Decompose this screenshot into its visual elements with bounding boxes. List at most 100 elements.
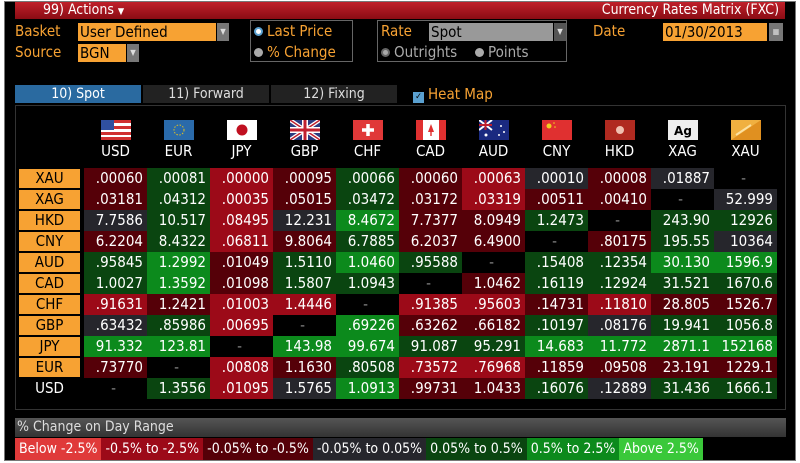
- rate-cell-xag-jpy[interactable]: .00035: [210, 189, 273, 210]
- rate-cell-xau-xau[interactable]: -: [714, 168, 777, 189]
- rate-cell-jpy-hkd[interactable]: 11.772: [588, 336, 651, 357]
- rate-cell-usd-aud[interactable]: 1.0433: [462, 378, 525, 399]
- source-select[interactable]: BGN: [78, 44, 126, 62]
- rate-cell-xau-eur[interactable]: .00081: [147, 168, 210, 189]
- rate-cell-jpy-xag[interactable]: 2871.1: [651, 336, 714, 357]
- rate-cell-cny-aud[interactable]: 6.4900: [462, 231, 525, 252]
- rate-cell-jpy-xau[interactable]: 152168: [714, 336, 777, 357]
- rate-cell-cny-jpy[interactable]: .06811: [210, 231, 273, 252]
- actions-menu[interactable]: 99) Actions ▼: [43, 2, 124, 21]
- rate-cell-eur-cad[interactable]: .73572: [399, 357, 462, 378]
- rate-cell-aud-xag[interactable]: 30.130: [651, 252, 714, 273]
- calendar-icon[interactable]: ▦: [769, 23, 783, 41]
- rate-cell-hkd-gbp[interactable]: 12.231: [273, 210, 336, 231]
- rate-cell-hkd-eur[interactable]: 10.517: [147, 210, 210, 231]
- rate-cell-xau-gbp[interactable]: .00095: [273, 168, 336, 189]
- tab-fixing[interactable]: 12) Fixing: [271, 85, 397, 103]
- rate-cell-aud-gbp[interactable]: 1.5110: [273, 252, 336, 273]
- rate-cell-eur-aud[interactable]: .76968: [462, 357, 525, 378]
- rate-cell-gbp-eur[interactable]: .85986: [147, 315, 210, 336]
- rate-cell-eur-xau[interactable]: 1229.1: [714, 357, 777, 378]
- rate-cell-eur-usd[interactable]: .73770: [84, 357, 147, 378]
- points-radio[interactable]: Points: [475, 43, 528, 61]
- rate-cell-usd-jpy[interactable]: .01095: [210, 378, 273, 399]
- row-header-hkd[interactable]: HKD: [19, 211, 80, 230]
- rate-cell-gbp-usd[interactable]: .63432: [84, 315, 147, 336]
- rate-cell-hkd-jpy[interactable]: .08495: [210, 210, 273, 231]
- rate-cell-cad-eur[interactable]: 1.3592: [147, 273, 210, 294]
- rate-cell-xau-jpy[interactable]: .00000: [210, 168, 273, 189]
- row-header-xag[interactable]: XAG: [19, 190, 80, 209]
- basket-select[interactable]: User Defined: [78, 23, 216, 41]
- rate-cell-aud-usd[interactable]: .95845: [84, 252, 147, 273]
- rate-cell-aud-xau[interactable]: 1596.9: [714, 252, 777, 273]
- rate-cell-cny-xau[interactable]: 10364: [714, 231, 777, 252]
- row-header-chf[interactable]: CHF: [19, 295, 80, 314]
- row-header-aud[interactable]: AUD: [19, 253, 80, 272]
- rate-cell-eur-jpy[interactable]: .00808: [210, 357, 273, 378]
- rate-cell-cad-usd[interactable]: 1.0027: [84, 273, 147, 294]
- pct-change-radio[interactable]: % Change: [254, 43, 336, 61]
- rate-cell-chf-xag[interactable]: 28.805: [651, 294, 714, 315]
- rate-cell-jpy-eur[interactable]: 123.81: [147, 336, 210, 357]
- rate-cell-aud-eur[interactable]: 1.2992: [147, 252, 210, 273]
- rate-cell-aud-cny[interactable]: .15408: [525, 252, 588, 273]
- rate-cell-hkd-hkd[interactable]: -: [588, 210, 651, 231]
- rate-cell-jpy-aud[interactable]: 95.291: [462, 336, 525, 357]
- rate-cell-chf-eur[interactable]: 1.2421: [147, 294, 210, 315]
- rate-cell-chf-hkd[interactable]: .11810: [588, 294, 651, 315]
- rate-cell-cny-xag[interactable]: 195.55: [651, 231, 714, 252]
- rate-cell-gbp-xag[interactable]: 19.941: [651, 315, 714, 336]
- rate-cell-xag-usd[interactable]: .03181: [84, 189, 147, 210]
- row-header-jpy[interactable]: JPY: [19, 337, 80, 356]
- rate-cell-usd-chf[interactable]: 1.0913: [336, 378, 399, 399]
- rate-cell-xag-cny[interactable]: .00511: [525, 189, 588, 210]
- rate-cell-eur-gbp[interactable]: 1.1630: [273, 357, 336, 378]
- rate-cell-eur-eur[interactable]: -: [147, 357, 210, 378]
- rate-cell-xau-aud[interactable]: .00063: [462, 168, 525, 189]
- rate-cell-usd-cny[interactable]: .16076: [525, 378, 588, 399]
- rate-cell-cad-cny[interactable]: .16119: [525, 273, 588, 294]
- rate-cell-cad-xau[interactable]: 1670.6: [714, 273, 777, 294]
- rate-cell-xau-xag[interactable]: .01887: [651, 168, 714, 189]
- rate-cell-gbp-xau[interactable]: 1056.8: [714, 315, 777, 336]
- rate-cell-xau-usd[interactable]: .00060: [84, 168, 147, 189]
- rate-cell-gbp-cny[interactable]: .10197: [525, 315, 588, 336]
- rate-cell-gbp-jpy[interactable]: .00695: [210, 315, 273, 336]
- rate-cell-gbp-gbp[interactable]: -: [273, 315, 336, 336]
- rate-cell-cny-hkd[interactable]: .80175: [588, 231, 651, 252]
- rate-cell-hkd-cny[interactable]: 1.2473: [525, 210, 588, 231]
- row-header-usd[interactable]: USD: [19, 379, 80, 398]
- rate-cell-cad-cad[interactable]: -: [399, 273, 462, 294]
- rate-cell-xau-hkd[interactable]: .00008: [588, 168, 651, 189]
- rate-cell-usd-xag[interactable]: 31.436: [651, 378, 714, 399]
- last-price-radio[interactable]: Last Price: [254, 22, 332, 40]
- outrights-radio[interactable]: Outrights: [381, 43, 457, 61]
- rate-cell-cad-chf[interactable]: 1.0943: [336, 273, 399, 294]
- rate-select[interactable]: Spot: [429, 23, 553, 41]
- heat-map-checkbox[interactable]: ✓ Heat Map: [413, 85, 493, 103]
- rate-cell-chf-gbp[interactable]: 1.4446: [273, 294, 336, 315]
- rate-cell-jpy-chf[interactable]: 99.674: [336, 336, 399, 357]
- rate-cell-gbp-chf[interactable]: .69226: [336, 315, 399, 336]
- rate-cell-aud-jpy[interactable]: .01049: [210, 252, 273, 273]
- rate-cell-xag-cad[interactable]: .03172: [399, 189, 462, 210]
- rate-cell-chf-cny[interactable]: .14731: [525, 294, 588, 315]
- row-header-cad[interactable]: CAD: [19, 274, 80, 293]
- rate-cell-hkd-cad[interactable]: 7.7377: [399, 210, 462, 231]
- rate-cell-jpy-cny[interactable]: 14.683: [525, 336, 588, 357]
- rate-cell-aud-chf[interactable]: 1.0460: [336, 252, 399, 273]
- tab-forward[interactable]: 11) Forward: [143, 85, 269, 103]
- row-header-cny[interactable]: CNY: [19, 232, 80, 251]
- rate-cell-gbp-hkd[interactable]: .08176: [588, 315, 651, 336]
- rate-cell-gbp-aud[interactable]: .66182: [462, 315, 525, 336]
- rate-cell-cad-jpy[interactable]: .01098: [210, 273, 273, 294]
- basket-dropdown-icon[interactable]: ▼: [217, 23, 229, 41]
- rate-cell-aud-cad[interactable]: .95588: [399, 252, 462, 273]
- rate-cell-xau-cad[interactable]: .00060: [399, 168, 462, 189]
- rate-cell-xag-eur[interactable]: .04312: [147, 189, 210, 210]
- rate-cell-cny-chf[interactable]: 6.7885: [336, 231, 399, 252]
- rate-dropdown-icon[interactable]: ▼: [554, 23, 566, 41]
- rate-cell-usd-xau[interactable]: 1666.1: [714, 378, 777, 399]
- rate-cell-chf-jpy[interactable]: .01003: [210, 294, 273, 315]
